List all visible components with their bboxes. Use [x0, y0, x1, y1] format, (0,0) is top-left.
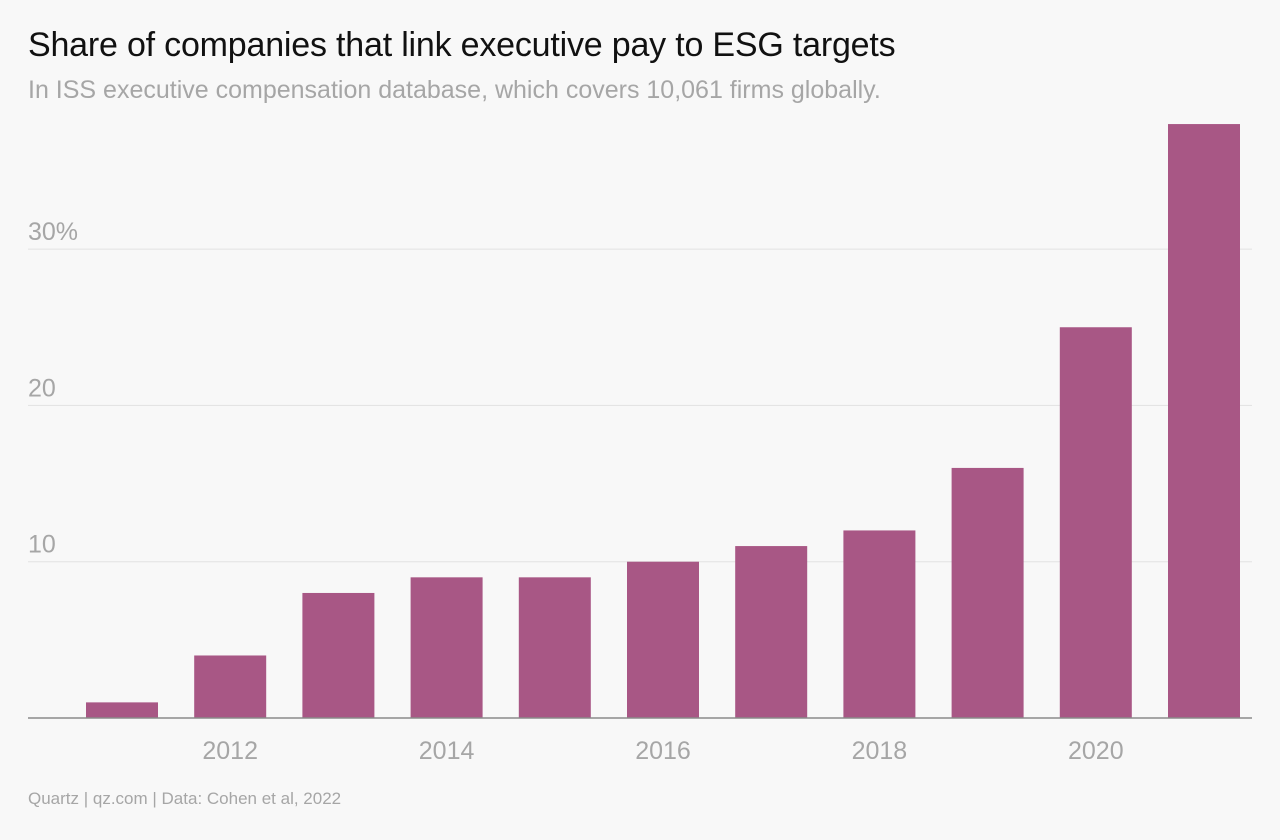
y-tick-label: 20 — [28, 374, 56, 402]
chart-subtitle: In ISS executive compensation database, … — [28, 76, 881, 104]
bar-2011 — [86, 702, 158, 718]
bar-2021 — [1168, 124, 1240, 718]
bar-2018 — [843, 530, 916, 718]
bar-2020 — [1059, 327, 1132, 718]
x-tick-label: 2012 — [202, 737, 258, 765]
bars — [86, 124, 1240, 718]
x-tick-label: 2020 — [1068, 737, 1124, 765]
x-tick-label: 2014 — [419, 737, 475, 765]
x-tick-label: 2016 — [635, 737, 691, 765]
bar-2016 — [627, 561, 699, 718]
x-tick-label: 2018 — [852, 737, 908, 765]
bar-2019 — [951, 467, 1024, 718]
bar-2017 — [735, 546, 808, 718]
bar-2015 — [518, 577, 591, 718]
bar-2012 — [194, 655, 267, 718]
bar-2013 — [302, 592, 375, 718]
source-credit: Quartz | qz.com | Data: Cohen et al, 202… — [28, 789, 342, 808]
gridlines: 10 20 30% — [28, 218, 1252, 563]
chart-title: Share of companies that link executive p… — [28, 26, 896, 64]
axes: 2012 2014 2016 2018 2020 — [28, 717, 1252, 765]
y-tick-label: 10 — [28, 531, 56, 559]
bar-2014 — [410, 577, 483, 718]
y-tick-label: 30% — [28, 218, 78, 246]
